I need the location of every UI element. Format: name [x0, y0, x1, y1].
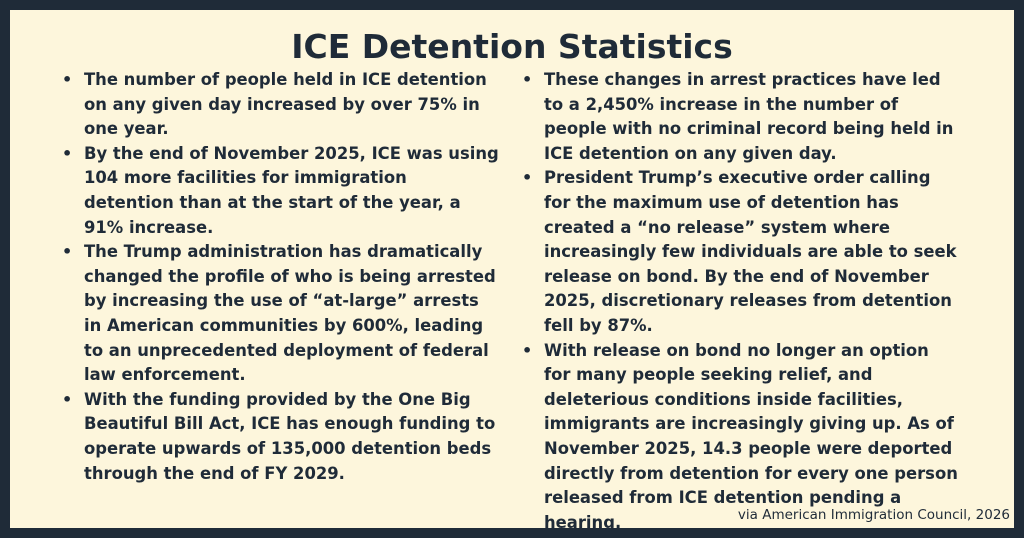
stats-card: ICE Detention Statistics • The number of…	[10, 10, 1014, 528]
bullet-icon: •	[522, 339, 532, 364]
bullet-icon: •	[62, 142, 72, 167]
list-item: • By the end of November 2025, ICE was u…	[68, 142, 500, 240]
bullet-icon: •	[522, 68, 532, 93]
bullet-icon: •	[62, 240, 72, 265]
list-item-text: The number of people held in ICE detenti…	[84, 70, 487, 138]
list-item: • President Trump’s executive order call…	[528, 166, 960, 338]
list-item-text: The Trump administration has dramaticall…	[84, 242, 496, 384]
list-item-text: With the funding provided by the One Big…	[84, 390, 495, 483]
list-item-text: With release on bond no longer an option…	[544, 341, 958, 532]
list-item: • The number of people held in ICE deten…	[68, 68, 500, 142]
bullet-icon: •	[62, 388, 72, 413]
page-title: ICE Detention Statistics	[10, 28, 1014, 66]
right-column: • These changes in arrest practices have…	[528, 68, 960, 535]
bullet-icon: •	[522, 166, 532, 191]
list-item-text: President Trump’s executive order callin…	[544, 168, 957, 335]
list-item: • With the funding provided by the One B…	[68, 388, 500, 486]
list-item: • These changes in arrest practices have…	[528, 68, 960, 166]
list-item: • The Trump administration has dramatica…	[68, 240, 500, 388]
list-item-text: These changes in arrest practices have l…	[544, 70, 953, 163]
source-credit: via American Immigration Council, 2026	[738, 506, 1010, 524]
list-item-text: By the end of November 2025, ICE was usi…	[84, 144, 499, 237]
bullet-icon: •	[62, 68, 72, 93]
left-column: • The number of people held in ICE deten…	[68, 68, 500, 486]
